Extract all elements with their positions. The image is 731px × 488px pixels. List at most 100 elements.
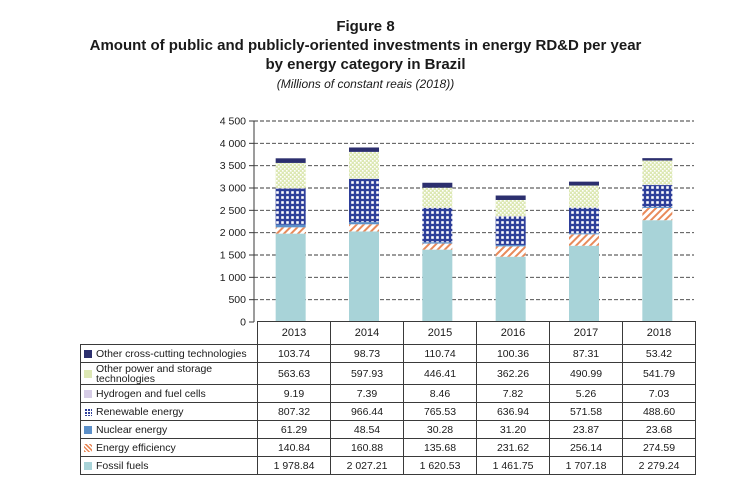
chart-header: Figure 8 Amount of public and publicly-o… <box>0 18 731 92</box>
legend-label: Other cross-cutting technologies <box>96 347 247 360</box>
table-year-2018: 2018 <box>622 321 696 345</box>
table-row: Nuclear energy 61.29 48.54 30.28 31.20 23.87 2… <box>80 420 696 439</box>
table-header-row: 2013 2014 2015 2016 2017 2018 <box>80 321 696 345</box>
table-cell: 87.31 <box>549 344 623 363</box>
chart-subtitle: (Millions of constant reais (2018)) <box>276 77 455 91</box>
legend-entry: Fossil fuels <box>80 456 258 475</box>
y-tick-label: 4 500 <box>220 116 246 128</box>
table-corner <box>80 321 258 345</box>
bar-segment-renewable-energy-2015 <box>422 208 453 243</box>
bar-segment-fossil-fuels-2018 <box>642 220 673 322</box>
table-year-2017: 2017 <box>549 321 623 345</box>
table-cell: 563.63 <box>257 362 331 385</box>
table-cell: 488.60 <box>622 402 696 421</box>
legend-label: Fossil fuels <box>96 459 149 472</box>
table-row: Hydrogen and fuel cells 9.19 7.39 8.46 7.82 5… <box>80 384 696 403</box>
bar-segment-fossil-fuels-2017 <box>569 245 599 322</box>
y-tick-label: 500 <box>228 294 246 306</box>
bar-segment-energy-efficiency-2017 <box>569 234 599 246</box>
table-cell: 7.82 <box>476 384 550 403</box>
legend-swatch <box>84 349 92 358</box>
table-cell: 140.84 <box>257 438 331 457</box>
legend-swatch <box>84 389 92 398</box>
table-cell: 2 279.24 <box>622 456 696 475</box>
legend-entry: Other cross-cutting technologies <box>80 344 258 363</box>
table-row: Other cross-cutting technologies 103.74 98… <box>80 344 696 363</box>
chart-title: Amount of public and publicly-oriented i… <box>0 36 731 74</box>
data-table: 2013 2014 2015 2016 2017 2018 Other cross-cut… <box>80 321 696 475</box>
legend-swatch <box>84 407 92 416</box>
table-cell: 9.19 <box>257 384 331 403</box>
legend-label: Other power and storage technologies <box>96 362 213 385</box>
table-row: Fossil fuels 1 978.84 2 027.21 1 620.53 1 46… <box>80 456 696 475</box>
table-row: Energy efficiency 140.84 160.88 135.68 231.6… <box>80 438 696 457</box>
table-cell: 7.39 <box>330 384 404 403</box>
table-cell: 1 978.84 <box>257 456 331 475</box>
table-cell: 490.99 <box>549 362 623 385</box>
table-cell: 1 620.53 <box>403 456 477 475</box>
bar-segment-other-cross-cutting-technologies-2015 <box>422 182 453 188</box>
legend-label: Renewable energy <box>96 405 184 418</box>
table-cell: 135.68 <box>403 438 477 457</box>
bar-segment-nuclear-energy-2016 <box>495 244 526 247</box>
table-cell: 23.68 <box>622 420 696 439</box>
bar-segment-other-cross-cutting-technologies-2014 <box>349 147 379 152</box>
table-cell: 636.94 <box>476 402 550 421</box>
legend-label: Hydrogen and fuel cells <box>96 387 206 400</box>
y-tick-label: 3 500 <box>220 160 246 172</box>
bar-segment-other-cross-cutting-technologies-2017 <box>569 181 599 186</box>
bar-segment-renewable-energy-2013 <box>275 188 306 225</box>
legend-label: Energy efficiency <box>96 441 176 454</box>
bar-segment-energy-efficiency-2018 <box>642 207 673 221</box>
table-cell: 2 027.21 <box>330 456 404 475</box>
legend-swatch <box>84 461 92 470</box>
bar-segment-other-power-and-storage-technologies-2015 <box>422 187 453 208</box>
bar-segment-energy-efficiency-2015 <box>422 243 453 250</box>
bar-segment-other-power-and-storage-technologies-2013 <box>275 162 306 189</box>
bar-segment-nuclear-energy-2017 <box>569 233 599 235</box>
bar-segment-energy-efficiency-2014 <box>349 224 379 232</box>
chart-title-line-2: by energy category in Brazil <box>265 56 466 73</box>
bar-segment-energy-efficiency-2016 <box>495 246 526 257</box>
bar-segment-renewable-energy-2016 <box>495 216 526 245</box>
table-cell: 8.46 <box>403 384 477 403</box>
figure-label: Figure 8 <box>336 18 395 35</box>
y-tick-label: 1 500 <box>220 250 246 262</box>
bar-segment-energy-efficiency-2013 <box>275 227 306 234</box>
bar-segment-renewable-energy-2014 <box>349 178 379 223</box>
legend-entry: Nuclear energy <box>80 420 258 439</box>
bar-segment-renewable-energy-2018 <box>642 185 673 207</box>
legend-entry: Hydrogen and fuel cells <box>80 384 258 403</box>
bar-segment-other-power-and-storage-technologies-2018 <box>642 160 673 185</box>
table-cell: 256.14 <box>549 438 623 457</box>
y-tick-label: 2 500 <box>220 205 246 217</box>
table-cell: 807.32 <box>257 402 331 421</box>
table-cell: 31.20 <box>476 420 550 439</box>
bar-segment-nuclear-energy-2015 <box>422 242 453 244</box>
table-cell: 160.88 <box>330 438 404 457</box>
legend-swatch <box>84 425 92 434</box>
table-year-2015: 2015 <box>403 321 477 345</box>
table-cell: 100.36 <box>476 344 550 363</box>
table-cell: 48.54 <box>330 420 404 439</box>
legend-label: Nuclear energy <box>96 423 168 436</box>
table-cell: 446.41 <box>403 362 477 385</box>
table-cell: 103.74 <box>257 344 331 363</box>
table-cell: 53.42 <box>622 344 696 363</box>
bar-segment-other-cross-cutting-technologies-2018 <box>642 158 673 161</box>
table-cell: 274.59 <box>622 438 696 457</box>
table-cell: 61.29 <box>257 420 331 439</box>
bar-segment-renewable-energy-2017 <box>569 207 599 234</box>
bar-segment-fossil-fuels-2016 <box>495 256 526 322</box>
bar-segment-fossil-fuels-2013 <box>275 233 306 322</box>
table-year-2016: 2016 <box>476 321 550 345</box>
table-cell: 110.74 <box>403 344 477 363</box>
legend-swatch <box>84 369 92 378</box>
table-cell: 362.26 <box>476 362 550 385</box>
table-cell: 23.87 <box>549 420 623 439</box>
table-cell: 571.58 <box>549 402 623 421</box>
bar-segment-other-power-and-storage-technologies-2016 <box>495 199 526 217</box>
legend-entry: Energy efficiency <box>80 438 258 457</box>
bar-segment-nuclear-energy-2013 <box>275 224 306 228</box>
